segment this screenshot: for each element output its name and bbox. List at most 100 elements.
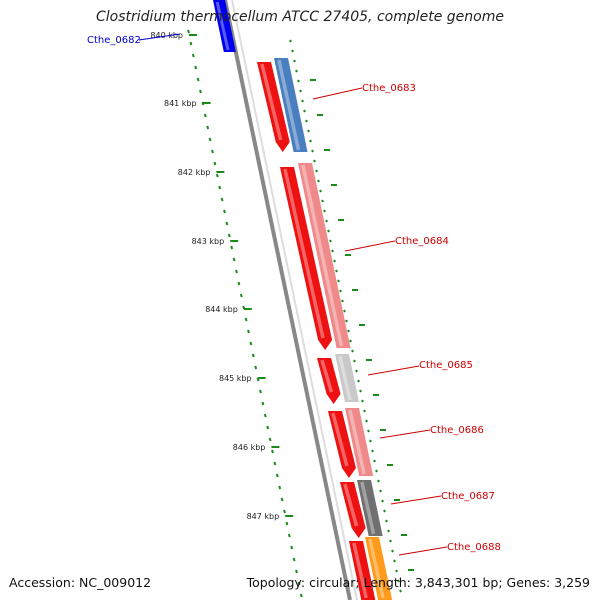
gene-cthe-0688-cds-highlight [352, 542, 368, 599]
gene-cthe-0687-cds-highlight [343, 483, 359, 527]
gene-label-leader [344, 240, 396, 252]
gene-label-leader [398, 546, 448, 556]
outer-ruler-tick [359, 389, 362, 393]
gene-label-cthe-0686[interactable]: Cthe_0686 [430, 425, 484, 436]
scale-label: 846 kbp [233, 443, 266, 452]
outer-ruler-tick [363, 409, 366, 413]
outer-ruler-tick [361, 399, 364, 403]
gene-cthe-0684-cds-highlight [283, 168, 325, 339]
gene-cthe-0684-cds[interactable] [280, 167, 333, 350]
scale-label: 841 kbp [164, 99, 197, 108]
gene-label-cthe-0687[interactable]: Cthe_0687 [441, 491, 495, 502]
outer-ruler-tick [375, 469, 378, 473]
outer-ruler-tick [315, 169, 318, 173]
gene-label-cthe-0688[interactable]: Cthe_0688 [447, 542, 501, 553]
ruler-tick [285, 521, 289, 526]
outer-ruler-tick [351, 349, 354, 353]
outer-ruler-tick [327, 229, 330, 233]
gene-cthe-0687-category[interactable] [357, 480, 383, 536]
gene-cthe-0688-cds[interactable] [349, 541, 376, 600]
outer-ruler-tick [381, 499, 384, 503]
outer-ruler-tick [291, 49, 294, 53]
outer-ruler-tick [303, 109, 306, 113]
ruler-tick [237, 281, 241, 286]
accession-text: Accession: NC_009012 [9, 575, 152, 590]
outer-ruler-tick [379, 489, 382, 493]
ruler-tick [259, 389, 262, 394]
gene-label-cthe-0682[interactable]: Cthe_0682 [87, 35, 141, 46]
ruler-tick [194, 65, 198, 70]
ruler-tick [191, 53, 195, 58]
map-title: Clostridium thermocellum ATCC 27405, com… [96, 9, 504, 25]
gene-cthe-0687-category-highlight [360, 481, 376, 535]
outer-ruler-tick [321, 199, 324, 203]
gene-cthe-0683-cds[interactable] [257, 62, 290, 152]
scale-label: 845 kbp [219, 374, 252, 383]
outer-ruler-tick [323, 209, 326, 213]
ruler-tick [215, 173, 219, 178]
scale-label: 847 kbp [247, 512, 280, 521]
ruler-tick [213, 161, 217, 166]
ruler-tick [271, 449, 274, 454]
gene-label-leader [390, 495, 442, 505]
gene-label-cthe-0685[interactable]: Cthe_0685 [419, 360, 473, 371]
ruler-tick [189, 41, 193, 46]
topology-text: Topology: circular; Length: 3,843,301 bp… [246, 575, 590, 590]
outer-ruler-tick [373, 459, 376, 463]
outer-ruler-tick [335, 269, 338, 273]
ruler-tick [261, 401, 265, 406]
ruler-tick [254, 365, 258, 370]
ruler-tick [206, 125, 210, 130]
outer-ruler-tick [301, 99, 304, 103]
outer-ruler-tick [341, 299, 344, 303]
gene-cthe-0685-cds[interactable] [317, 358, 341, 404]
outer-ruler-tick [331, 249, 334, 253]
gene-cthe-0688-category-highlight [368, 538, 385, 599]
scale-label: 844 kbp [205, 305, 238, 314]
outer-ruler-tick [369, 439, 372, 443]
gene-cthe-0686-category[interactable] [345, 408, 374, 476]
gene-cthe-0685-category[interactable] [335, 354, 359, 402]
ruler-tick [251, 353, 255, 358]
gene-cthe-0686-cds[interactable] [328, 411, 356, 478]
ruler-tick [295, 569, 298, 574]
outer-ruler-tick [339, 289, 342, 293]
outer-ruler-tick [325, 219, 328, 223]
outer-ruler-tick [389, 539, 392, 543]
gene-cthe-0683-category[interactable] [274, 58, 308, 152]
gene-label-cthe-0684[interactable]: Cthe_0684 [395, 236, 449, 247]
ruler-tick [187, 29, 190, 34]
gene-cthe-0682[interactable] [213, 0, 236, 52]
gene-cthe-0688-category[interactable] [365, 537, 393, 600]
gene-label-leader [138, 33, 181, 41]
outer-ruler-tick [289, 39, 292, 43]
ruler-tick [211, 149, 214, 154]
ruler-tick [208, 137, 212, 142]
gene-cthe-0683-cds-highlight [260, 63, 283, 141]
outer-ruler-tick [343, 309, 346, 313]
ruler-tick [283, 509, 286, 514]
gene-cthe-0685-cds-highlight [320, 359, 334, 393]
ruler-tick [218, 185, 222, 190]
ruler-tick [249, 341, 253, 346]
outer-ruler-tick [305, 119, 308, 123]
ruler-tick [263, 413, 267, 418]
outer-ruler-tick [397, 579, 400, 583]
ruler-tick [227, 233, 231, 238]
outer-ruler-tick [317, 179, 320, 183]
gene-cthe-0684-category[interactable] [298, 163, 351, 348]
gene-label-cthe-0683[interactable]: Cthe_0683 [362, 83, 416, 94]
ruler-tick [275, 473, 279, 478]
gene-label-leader [312, 87, 363, 100]
ruler-tick [297, 581, 301, 586]
scale-label: 842 kbp [178, 168, 211, 177]
outer-ruler-tick [311, 149, 314, 153]
outer-ruler-tick [365, 419, 368, 423]
ruler-tick [292, 557, 296, 562]
outer-ruler-tick [309, 139, 312, 143]
ruler-tick [266, 425, 270, 430]
gene-cthe-0687-cds[interactable] [340, 482, 366, 538]
outer-ruler-tick [293, 59, 296, 63]
